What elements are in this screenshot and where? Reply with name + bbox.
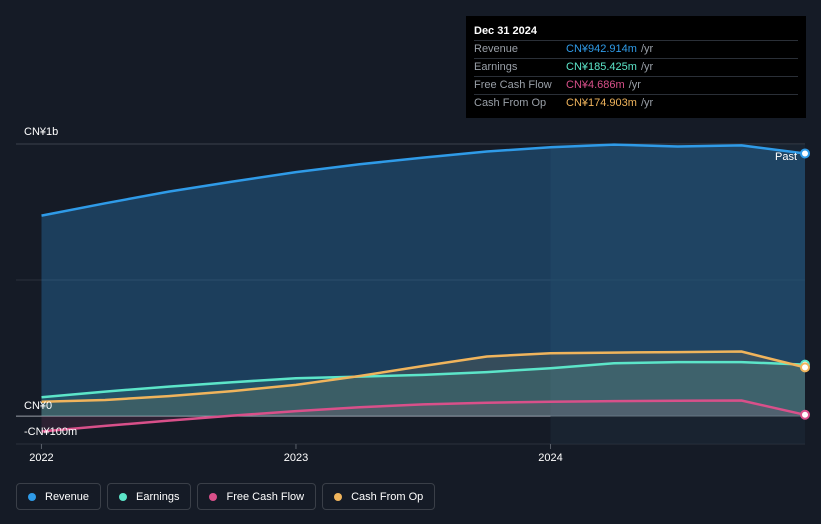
area-free-cash-flow	[41, 400, 806, 432]
y-tick-label: CN¥0	[24, 400, 52, 412]
x-tick-label: 2023	[284, 452, 308, 464]
legend-label: Revenue	[45, 490, 90, 503]
point-cash-from-op	[800, 362, 810, 373]
legend-dot-icon	[334, 492, 343, 501]
past-label: Past	[775, 151, 797, 163]
tooltip-value: CN¥942.914m	[566, 43, 637, 55]
tooltip-row-revenue: Revenue CN¥942.914m /yr	[474, 40, 798, 58]
legend-dot-icon	[28, 492, 36, 501]
legend-item-earnings[interactable]: Earnings	[107, 483, 192, 510]
tooltip-value: CN¥4.686m	[566, 79, 625, 91]
legend-label: Free Cash Flow	[226, 490, 305, 503]
legend-item-revenue[interactable]: Revenue	[16, 483, 102, 510]
tooltip-value: CN¥174.903m	[566, 97, 637, 109]
series-end-markers	[800, 148, 810, 420]
tooltip-label: Cash From Op	[474, 97, 547, 109]
line-free-cash-flow	[41, 399, 806, 433]
y-tick-label: CN¥1b	[24, 126, 58, 138]
legend: Revenue Earnings Free Cash Flow Cash Fro…	[16, 483, 436, 510]
tooltip: Dec 31 2024 Revenue CN¥942.914m /yr Earn…	[466, 16, 806, 118]
tooltip-row-earnings: Earnings CN¥185.425m /yr	[474, 58, 798, 76]
tooltip-label: Free Cash Flow	[474, 79, 552, 91]
tooltip-unit: /yr	[640, 43, 654, 55]
tooltip-row-free-cash-flow: Free Cash Flow CN¥4.686m /yr	[474, 76, 798, 94]
line-earnings	[41, 360, 806, 399]
y-tick-label: -CN¥100m	[24, 426, 77, 438]
legend-label: Earnings	[136, 490, 180, 503]
x-tick-label: 2024	[538, 452, 562, 464]
legend-label: Cash From Op	[351, 490, 424, 503]
area-revenue	[41, 144, 806, 417]
legend-item-cash-from-op[interactable]: Cash From Op	[322, 483, 436, 510]
x-axis-labels: 2022 2023 2024	[29, 444, 563, 464]
tooltip-label: Revenue	[474, 43, 519, 55]
tooltip-row-cash-from-op: Cash From Op CN¥174.903m /yr	[474, 94, 798, 112]
point-free-cash-flow	[800, 409, 810, 420]
point-revenue	[800, 148, 810, 159]
tooltip-unit: /yr	[640, 97, 654, 109]
line-revenue	[41, 143, 806, 217]
tooltip-unit: /yr	[628, 79, 641, 91]
tooltip-unit: /yr	[640, 61, 654, 73]
tooltip-date: Dec 31 2024	[474, 25, 537, 37]
series-lines	[41, 143, 806, 433]
past-region-shade	[550, 144, 805, 444]
line-cash-from-op	[41, 350, 806, 403]
y-axis-labels: CN¥1b CN¥0 -CN¥100m	[24, 126, 77, 438]
x-tick-label: 2022	[29, 452, 53, 464]
legend-dot-icon	[119, 492, 128, 501]
legend-item-free-cash-flow[interactable]: Free Cash Flow	[197, 483, 317, 510]
area-earnings	[41, 362, 806, 417]
tooltip-label: Earnings	[474, 61, 518, 73]
legend-dot-icon	[209, 492, 218, 501]
tooltip-value: CN¥185.425m	[566, 61, 637, 73]
